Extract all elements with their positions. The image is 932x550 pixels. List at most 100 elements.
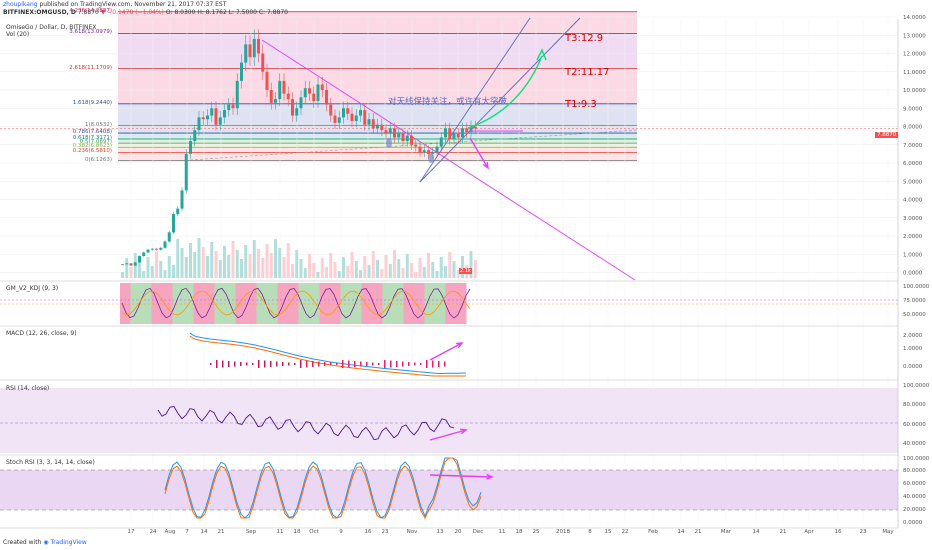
gm-block [130,283,141,324]
x-tick-label: 18 [294,529,301,535]
footer-brand[interactable]: TradingView [50,539,87,546]
candle-body [163,241,167,248]
volume-bar [376,260,379,278]
candle-body [180,190,184,209]
uptrend-line-1 [419,17,531,183]
macd-histogram-bar [348,360,350,368]
pane-tick-label: 75.0000 [903,298,926,304]
y-tick-label: 8.0000 [903,125,923,131]
rsi-line [157,406,455,441]
volume-bar [393,250,396,278]
volume-bar [320,258,324,278]
macd-histogram-bar [318,361,320,367]
volume-bar [371,251,375,278]
pane-tick-label: 1.0000 [903,346,923,352]
volume-bar [240,259,243,278]
fib-label: 4.236(14.2887) [69,7,112,14]
volume-bar [172,265,175,278]
target-t3-label: T3:12.9 [565,33,604,44]
stoch-right-arrow-head [486,473,494,480]
candle-body [206,115,209,120]
x-tick-label: 21 [695,529,702,535]
y-tick-label: 0.0000 [903,271,923,277]
pane-tick-label: 60.0000 [903,422,926,428]
candle-body [184,153,188,191]
candle-body [401,133,405,142]
macd-histogram-bar [408,362,410,366]
stoch-k-line [164,457,482,519]
volume-bar [265,244,269,278]
volume-bar [312,263,316,278]
macd-histogram-bar [438,361,440,367]
x-tick-label: 17 [128,529,135,535]
gm-block [151,283,162,324]
gm-k-line [121,287,471,319]
candle-body [465,128,469,132]
volume-bar [333,262,337,278]
gm-d-line [121,290,471,316]
volume-bar [218,260,222,278]
candle-body [210,108,214,116]
price-down-arrow [469,137,489,169]
publisher-link[interactable]: zhoupikang [3,1,38,8]
volume-bar [397,259,401,278]
macd-histogram-bar [264,360,266,368]
candle-body [388,128,392,134]
macd-histogram-bar [330,362,332,366]
macd-histogram-bar [354,361,356,367]
candle-body [197,117,201,131]
candle-body [473,126,477,129]
fib-band [118,138,637,144]
x-tick-label: 21 [780,529,787,535]
candle-body [431,152,435,154]
volume-bar [435,271,439,278]
gm-block [445,283,456,324]
volume-bar [303,268,307,278]
candle-body [269,90,273,103]
volume-bar [410,263,413,278]
gm-block [298,283,309,324]
volume-bar [405,254,409,278]
x-tick-label: 18 [516,529,523,535]
candle-body [142,252,146,257]
gm-block [277,283,288,324]
candle-body [329,104,333,116]
candle-body [265,71,269,90]
stoch-pane-title: Stoch RSI (3, 3, 14, 14, close) [6,459,95,466]
gm-block [183,283,194,324]
candle-body [286,93,290,100]
volume-bar [452,261,456,278]
candle-body [367,119,371,125]
volume-bar [235,250,239,278]
volume-bar [142,271,146,278]
volume-bar [291,264,294,278]
candle-body [146,249,150,253]
volume-bar [121,272,124,278]
gm-block [372,283,383,324]
macd-histogram-bar [426,360,428,368]
volume-bar [469,251,473,278]
volume-bar [184,257,188,278]
candle-body [342,108,345,118]
volume-bar [388,264,392,278]
x-tick-label: Oct [309,529,319,535]
pane-tick-label: 2.0000 [903,333,923,339]
x-tick-label: 2018 [556,529,570,535]
candle-body [397,133,401,138]
fib-label: 1.618(9.2440) [72,99,112,106]
footer: Created with ◉ TradingView [3,539,87,546]
y-tick-label: 10.0000 [903,88,926,94]
macd-histogram-bar [252,363,254,365]
volume-bar [401,268,405,278]
volume-bars [121,238,477,278]
candle-body [461,128,464,138]
macd-histogram-bar [444,361,446,367]
candle-body [469,126,473,132]
volume-bar [337,271,341,278]
y-tick-label: 11.0000 [903,70,926,76]
macd-up-arrow-head [455,342,464,349]
fib-label: 1(8.0532) [84,121,112,128]
projection-curve [467,55,543,129]
candle-body [235,80,239,109]
